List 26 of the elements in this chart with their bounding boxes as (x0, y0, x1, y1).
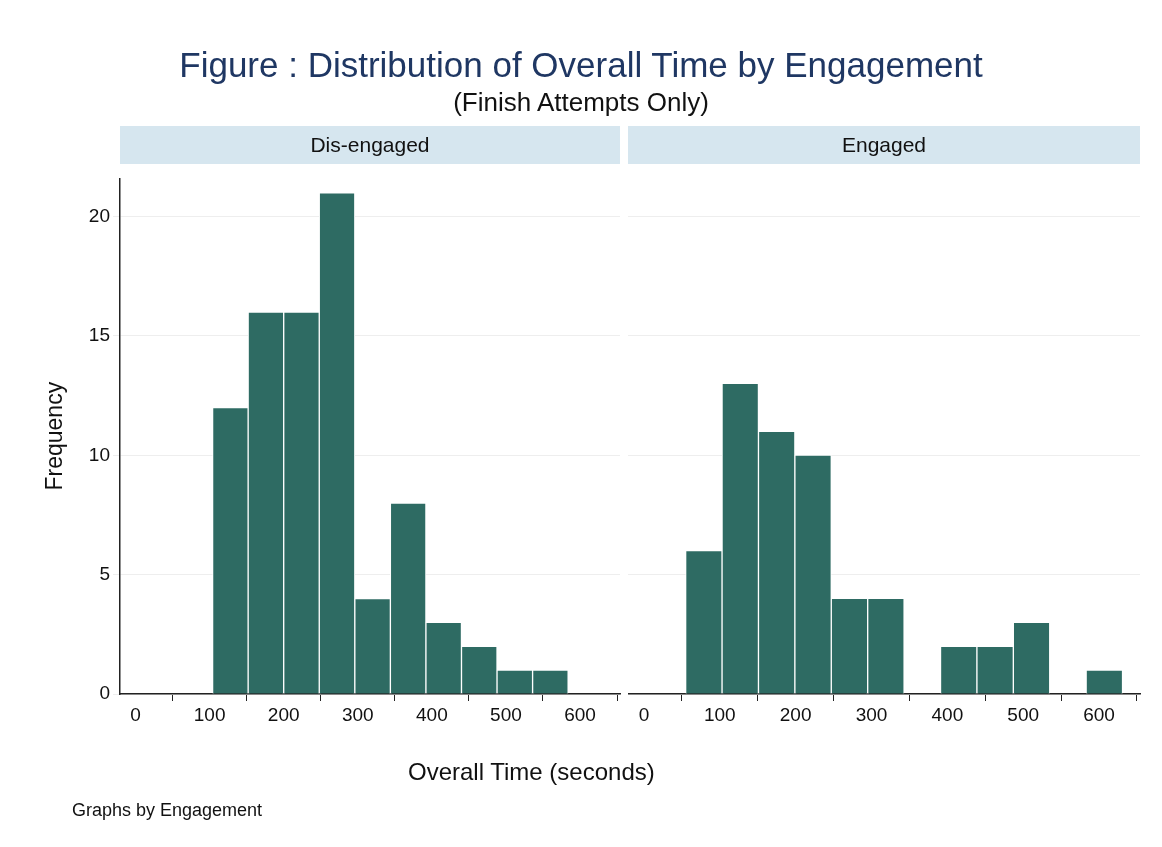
text: Figure : Distribution of Overall Time by Engagement (178, 44, 984, 86)
x-tick-label: 500 (490, 703, 522, 725)
x-tick-label: 200 (779, 703, 812, 725)
x-tick-label: 200 (267, 703, 300, 725)
y-tick-label: 0 (99, 682, 110, 704)
x-tick-label: 600 (1083, 703, 1115, 725)
y-tick-label: 5 (99, 562, 110, 584)
x-tick-label: 400 (416, 703, 448, 725)
x-tick-label: 600 (564, 703, 596, 725)
x-tick-label: 0 (130, 703, 141, 725)
text: Graphs by Engagement (72, 800, 263, 821)
y-axis-title: Frequency (41, 381, 68, 491)
y-tick-label: 20 (88, 204, 110, 226)
y-tick-label: 15 (88, 324, 110, 346)
x-tick-label: 0 (638, 703, 650, 725)
chart-title: Dis-engaged (120, 126, 620, 164)
x-tick-label: 400 (931, 703, 964, 725)
x-tick-label: 300 (341, 703, 374, 725)
chart-title: Engaged (628, 126, 1140, 164)
x-tick-label: 500 (1007, 703, 1040, 725)
x-tick-label: 300 (855, 703, 888, 725)
x-tick-label: 100 (193, 703, 226, 725)
y-tick-label: 10 (88, 443, 110, 465)
text: (Finish Attempts Only) (452, 86, 710, 118)
x-axis-title: Overall Time (seconds) (408, 758, 655, 786)
x-tick-label: 100 (703, 703, 736, 725)
